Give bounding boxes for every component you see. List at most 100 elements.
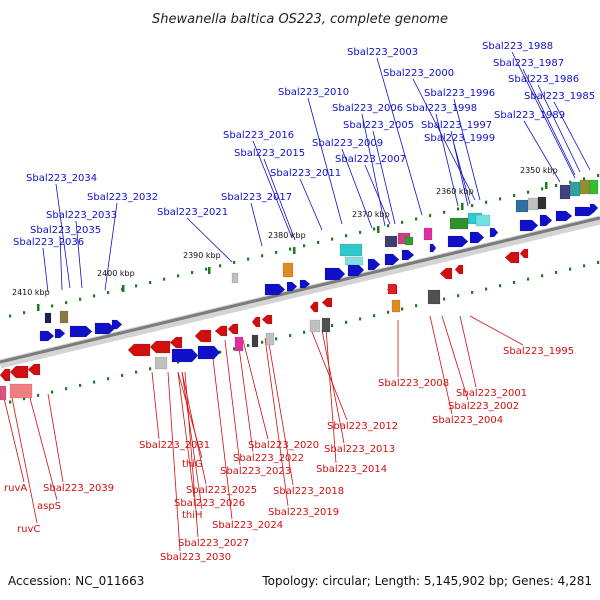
scale-tick-mark — [122, 285, 125, 292]
gene-label: Sbal223_2000 — [383, 68, 454, 79]
leader-line — [177, 371, 203, 459]
map-title: Shewanella baltica OS223, complete genom… — [152, 12, 448, 27]
scale-tick-label: 2410 kbp — [12, 288, 50, 297]
inner-track-dot — [387, 310, 390, 314]
leader-line — [104, 202, 118, 291]
feature-block — [579, 179, 591, 195]
feature-block — [309, 319, 321, 333]
scale-tick-mark — [293, 247, 296, 254]
feature-block — [559, 184, 571, 200]
feature-block — [515, 199, 529, 213]
outer-track-dot — [303, 244, 306, 248]
leader-line — [361, 113, 386, 227]
forward-gene — [489, 227, 499, 238]
leader-line — [459, 315, 477, 388]
leader-line — [242, 339, 269, 440]
gene-label: Sbal223_1985 — [524, 91, 595, 102]
reverse-gene — [251, 316, 261, 328]
outer-track-dot — [373, 227, 376, 231]
inner-track-dot — [37, 393, 40, 397]
leader-line — [537, 84, 581, 173]
gene-label: Sbal223_2010 — [278, 87, 349, 98]
gene-label: Sbal223_2026 — [174, 498, 245, 509]
feature-block — [0, 385, 7, 401]
leader-line — [522, 68, 576, 176]
outer-track-dot — [555, 184, 558, 188]
reverse-gene — [9, 365, 29, 379]
outer-track-dot — [359, 230, 362, 234]
leader-line — [29, 397, 58, 501]
forward-gene — [589, 203, 599, 213]
inner-track-dot — [247, 344, 250, 348]
gene-label: Sbal223_2003 — [347, 47, 418, 58]
leader-line — [151, 371, 160, 440]
scale-tick-mark — [37, 304, 40, 311]
scale-ticks: 2350 kbp 2360 kbp 2370 kbp 2380 kbp 2390 kbp… — [12, 166, 558, 311]
reverse-gene — [309, 301, 319, 313]
gene-label: Sbal223_2021 — [157, 207, 228, 218]
inner-track-dot — [233, 347, 236, 351]
forward-gene — [54, 328, 66, 339]
leader-line — [523, 120, 561, 183]
outer-track-dot — [9, 314, 12, 318]
outer-track-dot — [513, 194, 516, 198]
gene-label: Sbal223_2001 — [456, 388, 527, 399]
inner-track-dot — [65, 387, 68, 391]
forward-gene — [94, 322, 116, 335]
forward-gene — [401, 249, 415, 261]
gene-label: Sbal223_2016 — [223, 130, 294, 141]
gene-label: Sbal223_2012 — [327, 421, 398, 432]
reverse-gene — [194, 329, 212, 343]
forward-gene — [69, 325, 93, 338]
inner-track-dot — [555, 270, 558, 274]
gene-label: aspS — [37, 501, 61, 512]
scale-tick-label: 2380 kbp — [268, 231, 306, 240]
leader-line — [75, 220, 83, 289]
outer-track-dot — [51, 304, 54, 308]
reverse-gene — [149, 340, 171, 354]
outer-track-dot — [191, 271, 194, 275]
inner-track-dot — [219, 350, 222, 354]
outer-track-dot — [205, 267, 208, 271]
forward-gene — [299, 279, 311, 289]
outer-track-dot — [93, 294, 96, 298]
leader-line — [511, 51, 576, 179]
outer-track-dot — [541, 187, 544, 191]
inner-track-dot — [597, 260, 600, 264]
leader-line — [167, 371, 181, 552]
reverse-gene — [214, 325, 228, 337]
inner-track-dot — [121, 373, 124, 377]
gene-label: Sbal223_2007 — [335, 154, 406, 165]
leader-line — [263, 158, 296, 241]
reverse-gene — [504, 251, 520, 264]
feature-block — [449, 217, 469, 230]
inner-track-dot — [331, 324, 334, 328]
leader-line — [372, 130, 396, 225]
gene-label: Sbal223_1989 — [494, 110, 565, 121]
outer-track-dot — [65, 301, 68, 305]
leader-line — [224, 339, 241, 466]
forward-gene — [286, 281, 298, 292]
gene-label: Sbal223_1986 — [508, 74, 579, 85]
feature-block — [265, 332, 275, 346]
gene-label: Sbal223_2024 — [212, 520, 283, 531]
inner-track-dot — [443, 297, 446, 301]
gene-label: thiG — [182, 459, 203, 470]
leader-line — [264, 337, 289, 507]
gene-label: Sbal223_2017 — [221, 192, 292, 203]
accession-text: Accession: NC_011663 — [8, 574, 144, 588]
leader-line — [181, 371, 207, 485]
leader-line — [267, 337, 294, 486]
forward-gene — [447, 235, 469, 248]
feature-block — [387, 283, 397, 295]
inner-track-dot — [527, 277, 530, 281]
forward-gene — [39, 330, 55, 342]
leader-line — [469, 315, 524, 346]
reverse-gene — [27, 363, 41, 376]
leader-line — [181, 371, 203, 510]
reverse-gene — [127, 343, 151, 357]
forward-gene — [111, 319, 123, 330]
genome-backbone — [0, 215, 600, 369]
leader-line — [184, 371, 199, 538]
outer-track-dot — [233, 260, 236, 264]
